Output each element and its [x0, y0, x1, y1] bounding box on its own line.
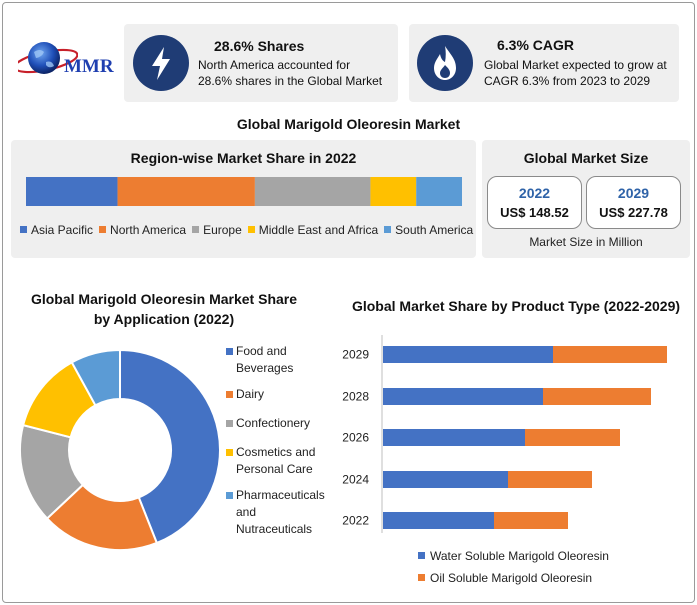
region-legend: Asia Pacific North America Europe Middle Ea… [20, 223, 479, 237]
legend-swatch [418, 574, 425, 581]
region-share-stacked-bar [26, 177, 462, 206]
market-size-box-2029: 2029 US$ 227.78 [586, 176, 681, 229]
product-type-bar [543, 388, 651, 405]
product-type-bar [383, 429, 525, 446]
region-legend-label: Middle East and Africa [258, 223, 379, 237]
region-legend-item: Asia Pacific [20, 223, 93, 237]
region-legend-label: South America [395, 223, 474, 237]
cagr-stat-title: 6.3% CAGR [497, 37, 575, 53]
year-tick-label: 2022 [342, 514, 369, 528]
legend-swatch [247, 226, 255, 233]
legend-swatch [384, 226, 392, 233]
shares-stat-description: North America accounted for 28.6% shares… [198, 57, 382, 89]
year-tick-label: 2026 [342, 431, 369, 445]
market-size-box-2022: 2022 US$ 148.52 [487, 176, 582, 229]
legend-swatch [226, 449, 233, 456]
region-legend-label: North America [110, 223, 187, 237]
market-size-title: Global Market Size [523, 150, 649, 166]
market-size-year: 2022 [518, 185, 551, 201]
shares-stat-panel: 28.6% Shares North America accounted for… [124, 24, 398, 102]
product-type-bar [383, 346, 553, 363]
region-legend-item: Europe [192, 223, 242, 237]
product-type-legend-label: Oil Soluble Marigold Oleoresin [430, 571, 593, 585]
application-legend-item: Food and Beverages [226, 343, 325, 377]
shares-desc-line: 28.6% shares in the Global Market [198, 74, 383, 88]
market-size-note: Market Size in Million [529, 235, 643, 249]
lightning-icon [133, 35, 189, 91]
product-type-legend: Water Soluble Marigold Oleoresin Oil Solu… [418, 549, 609, 585]
legend-swatch [20, 226, 27, 233]
application-legend-label: Confectionery [236, 416, 311, 430]
product-type-bar [508, 471, 592, 488]
product-type-chart-title: Global Market Share by Product Type (202… [351, 298, 681, 314]
logo-text: MMR [64, 56, 114, 77]
globe-icon [13, 42, 79, 74]
region-bar-segment [254, 177, 371, 206]
main-title: Global Marigold Oleoresin Market [236, 116, 461, 132]
application-legend-item: Dairy [226, 386, 325, 403]
product-type-bar [383, 388, 543, 405]
application-title-line: by Application (2022) [93, 311, 235, 327]
legend-swatch [418, 552, 425, 559]
legend-swatch [192, 226, 200, 233]
region-bar-segment [26, 177, 118, 206]
region-chart-title: Region-wise Market Share in 2022 [130, 150, 357, 166]
application-legend-label: Nutraceuticals [236, 522, 313, 536]
region-bar-segment [117, 177, 255, 206]
product-type-bar [553, 346, 667, 363]
product-type-legend-item: Oil Soluble Marigold Oleoresin [418, 571, 609, 585]
legend-swatch [226, 420, 233, 427]
legend-swatch [226, 348, 233, 355]
product-type-bar [383, 512, 494, 529]
legend-swatch [99, 226, 107, 233]
legend-swatch [226, 492, 233, 499]
year-tick-label: 2029 [342, 348, 369, 362]
application-legend-label: Beverages [236, 361, 294, 375]
donut-slice [70, 348, 121, 407]
region-bar-segment [370, 177, 417, 206]
application-legend-label: Food and [236, 344, 287, 358]
region-legend-label: Asia Pacific [31, 223, 94, 237]
cagr-desc-line: CAGR 6.3% from 2023 to 2029 [484, 74, 651, 88]
donut-slice [119, 348, 221, 545]
region-legend-label: Europe [203, 223, 242, 237]
flame-icon [417, 35, 473, 91]
shares-desc-line: North America accounted for [198, 58, 351, 72]
legend-swatch [226, 391, 233, 398]
application-chart-title: Global Marigold Oleoresin Market Share b… [14, 289, 314, 329]
application-legend-label: Pharmaceuticals [236, 488, 325, 502]
application-legend-item: Pharmaceuticals and Nutraceuticals [226, 487, 325, 538]
application-legend-item: Cosmetics and Personal Care [226, 444, 325, 478]
shares-stat-title: 28.6% Shares [214, 38, 305, 54]
application-legend-label: Dairy [236, 387, 265, 401]
year-tick-label: 2028 [342, 390, 369, 404]
mmr-logo: MMR [13, 36, 118, 82]
cagr-stat-panel: 6.3% CAGR Global Market expected to grow… [409, 24, 679, 102]
year-tick-label: 2024 [342, 473, 369, 487]
application-legend-label: Cosmetics and [236, 445, 316, 459]
market-size-year: 2029 [617, 185, 650, 201]
region-legend-item: North America [99, 223, 186, 237]
product-type-bar [383, 471, 508, 488]
product-type-bar-chart: 2029 2028 2026 2024 2022 [342, 335, 667, 533]
market-size-value: US$ 227.78 [599, 205, 668, 220]
cagr-desc-line: Global Market expected to grow at [484, 58, 667, 72]
cagr-stat-description: Global Market expected to grow at CAGR 6… [484, 57, 667, 89]
product-type-legend-item: Water Soluble Marigold Oleoresin [418, 549, 609, 563]
application-legend-label: and [236, 505, 257, 519]
product-type-bar [494, 512, 568, 529]
application-title-line: Global Marigold Oleoresin Market Share [30, 291, 298, 307]
region-bar-segment [416, 177, 462, 206]
region-legend-item: Middle East and Africa [247, 223, 379, 237]
region-legend-item: South America [384, 223, 473, 237]
product-type-legend-label: Water Soluble Marigold Oleoresin [430, 549, 609, 563]
application-donut-chart [19, 348, 221, 551]
application-legend: Food and Beverages Dairy Confectionery Cosme… [226, 343, 325, 538]
application-legend-item: Confectionery [226, 415, 325, 432]
application-legend-label: Personal Care [236, 462, 313, 476]
product-type-bar [525, 429, 620, 446]
market-size-value: US$ 148.52 [500, 205, 569, 220]
